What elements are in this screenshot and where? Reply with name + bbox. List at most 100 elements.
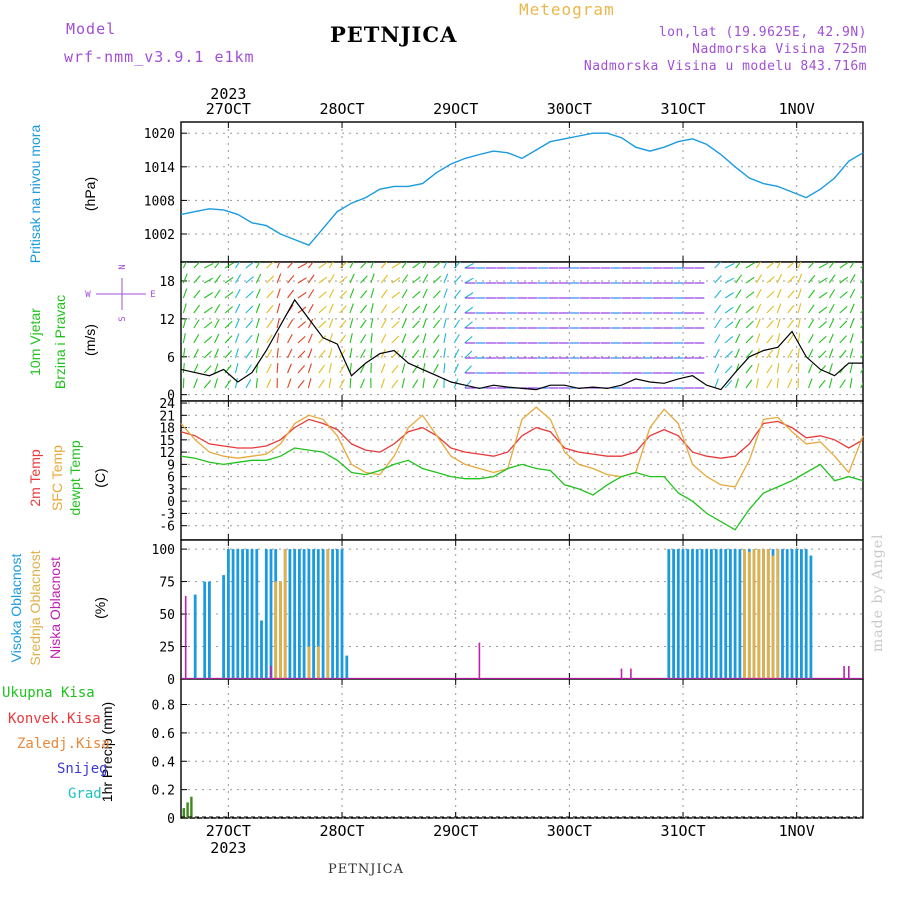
wind-arrow-179 <box>380 378 385 389</box>
ytick-cloud-2: 50 <box>159 608 175 623</box>
wind-arrow-83 <box>276 288 281 299</box>
wind-arrow-176 <box>380 333 387 344</box>
cloud-bar-0-20 <box>302 549 306 679</box>
xtick-top-label-5: 1NOV <box>779 100 815 118</box>
wind-arrow-118 <box>318 276 328 284</box>
wind-arrow-11 <box>193 289 201 299</box>
wind-arrow-217 <box>433 275 442 284</box>
wind-arrow-158 <box>360 334 367 344</box>
wind-arrow-163 <box>370 273 375 284</box>
wind-arrow-135 <box>339 262 348 269</box>
wind-arrow-139 <box>339 319 347 329</box>
wind-arrow-503 <box>755 378 759 389</box>
wind-arrow-544 <box>808 319 815 329</box>
cloud-bar-0-1 <box>203 581 207 679</box>
wind-arrow-504 <box>766 262 776 269</box>
cloud-bar-1-5 <box>326 549 330 679</box>
wind-arrow-133 <box>328 363 332 374</box>
wind-arrow-518 <box>776 333 781 344</box>
wind-arrow-583 <box>849 363 853 374</box>
wind-arrow-477 <box>735 262 742 269</box>
wind-arrow-19 <box>203 277 214 284</box>
cloud-bar-0-29 <box>345 655 349 679</box>
wind-arrow-487 <box>745 276 755 284</box>
cloud-bar-0-13 <box>269 549 273 679</box>
wind-arrow-172 <box>380 274 388 284</box>
wind-arrow-142 <box>339 364 346 374</box>
wind-arrow-40 <box>224 320 233 329</box>
wind-arrow-564 <box>828 348 834 359</box>
wind-arrow-20 <box>203 292 213 299</box>
wind-arrow-570 <box>839 305 848 314</box>
xtick-bottom-label-0: 27OCT <box>206 822 251 840</box>
wind-arrow-521 <box>776 377 779 389</box>
ytick-temperature-4: 6 <box>167 471 175 486</box>
xtick-top-label-1: 28OCT <box>319 100 364 118</box>
cloud-bar-1-4 <box>316 646 320 679</box>
precip-bar-1 <box>186 802 189 818</box>
wind-arrow-188 <box>391 379 399 389</box>
wind-arrow-34 <box>214 363 219 374</box>
cloud-bar-0-33 <box>681 549 685 679</box>
wind-arrow-590 <box>860 338 863 344</box>
wind-arrow-249 <box>464 350 473 359</box>
wind-arrow-121 <box>318 320 327 329</box>
wind-arrow-541 <box>808 274 816 284</box>
cloud-bar-1-2 <box>283 549 287 679</box>
cloud-bar-0-59 <box>804 549 808 679</box>
wind-arrow-212 <box>422 333 427 344</box>
legend-snijeg: Snijeg <box>57 761 108 777</box>
cloud-bar-0-0 <box>193 594 197 679</box>
cloud-bar-1-8 <box>752 549 756 679</box>
wind-arrow-557 <box>818 379 826 389</box>
wind-arrow-134 <box>328 378 332 389</box>
wind-arrow-480 <box>735 304 742 314</box>
wind-arrow-493 <box>745 364 753 374</box>
wind-arrow-219 <box>433 305 441 314</box>
wind-arrow-593 <box>860 382 863 389</box>
wind-arrow-106 <box>297 365 306 374</box>
cloud-bar-0-7 <box>241 549 244 679</box>
cloud-bar-0-28 <box>340 549 344 679</box>
wind-arrow-95 <box>287 333 293 344</box>
wind-arrow-250 <box>464 365 472 374</box>
ytick-precip-1: 0.2 <box>152 784 175 799</box>
wind-arrow-500 <box>755 333 761 344</box>
wind-arrow-192 <box>401 303 408 314</box>
wind-arrow-72 <box>266 262 275 269</box>
wind-arrow-26 <box>203 380 212 389</box>
wind-arrow-578 <box>849 288 856 299</box>
wind-arrow-202 <box>412 320 420 329</box>
wind-arrow-181 <box>391 277 401 284</box>
wind-arrow-498 <box>755 303 762 314</box>
cloud-bar-0-11 <box>260 620 263 679</box>
wind-arrow-14 <box>193 334 200 344</box>
ytick-wind-0: 0 <box>167 389 175 404</box>
wind-arrow-563 <box>828 333 834 344</box>
wind-arrow-178 <box>380 363 386 374</box>
wind-arrow-470 <box>724 292 734 299</box>
wind-arrow-555 <box>818 350 827 359</box>
wind-arrow-49 <box>234 318 240 329</box>
wind-arrow-510 <box>766 349 774 359</box>
wind-arrow-591 <box>860 353 863 359</box>
wind-arrow-488 <box>745 291 755 299</box>
wind-arrow-575 <box>839 379 846 389</box>
wind-arrow-472 <box>724 321 734 329</box>
wind-arrow-194 <box>401 333 407 344</box>
wind-arrow-51 <box>234 348 239 359</box>
panel-pressure <box>180 121 864 263</box>
wind-arrow-107 <box>297 379 305 389</box>
cloud-bar-0-23 <box>316 549 320 679</box>
wind-arrow-548 <box>808 378 813 389</box>
wind-arrow-113 <box>307 333 313 344</box>
wind-arrow-119 <box>318 291 327 299</box>
panel-temperature <box>180 400 864 541</box>
wind-arrow-112 <box>307 318 314 329</box>
wind-arrow-85 <box>276 318 280 329</box>
wind-arrow-524 <box>787 290 795 299</box>
wind-arrow-80 <box>266 378 272 389</box>
wind-arrow-584 <box>849 378 853 389</box>
wind-arrow-7 <box>182 362 185 374</box>
wind-arrow-467 <box>714 378 719 389</box>
